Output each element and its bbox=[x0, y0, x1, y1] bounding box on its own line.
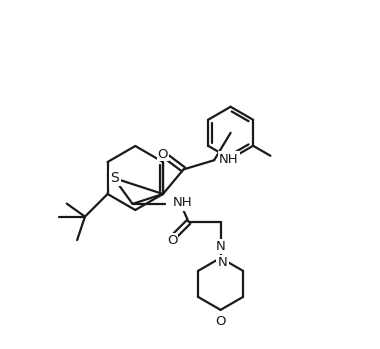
Text: NH: NH bbox=[173, 196, 192, 209]
Text: N: N bbox=[218, 256, 228, 269]
Text: O: O bbox=[167, 233, 178, 246]
Text: O: O bbox=[158, 148, 168, 161]
Text: N: N bbox=[216, 240, 225, 253]
Text: NH: NH bbox=[219, 153, 239, 166]
Text: O: O bbox=[215, 315, 226, 328]
Text: S: S bbox=[110, 171, 119, 185]
